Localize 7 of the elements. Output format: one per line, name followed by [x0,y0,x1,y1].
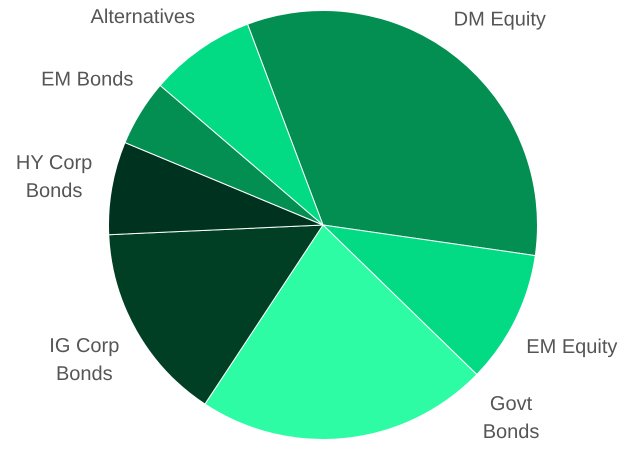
slice-label: IG Corp Bonds [49,335,120,386]
slice-label: EM Equity [526,336,618,358]
slice-label: EM Bonds [41,68,134,90]
slice-label: Govt Bonds [482,392,540,443]
slice-label: HY Corp Bonds [16,152,92,202]
slice-label: Alternatives [90,6,196,28]
slice-label: DM Equity [454,8,546,31]
